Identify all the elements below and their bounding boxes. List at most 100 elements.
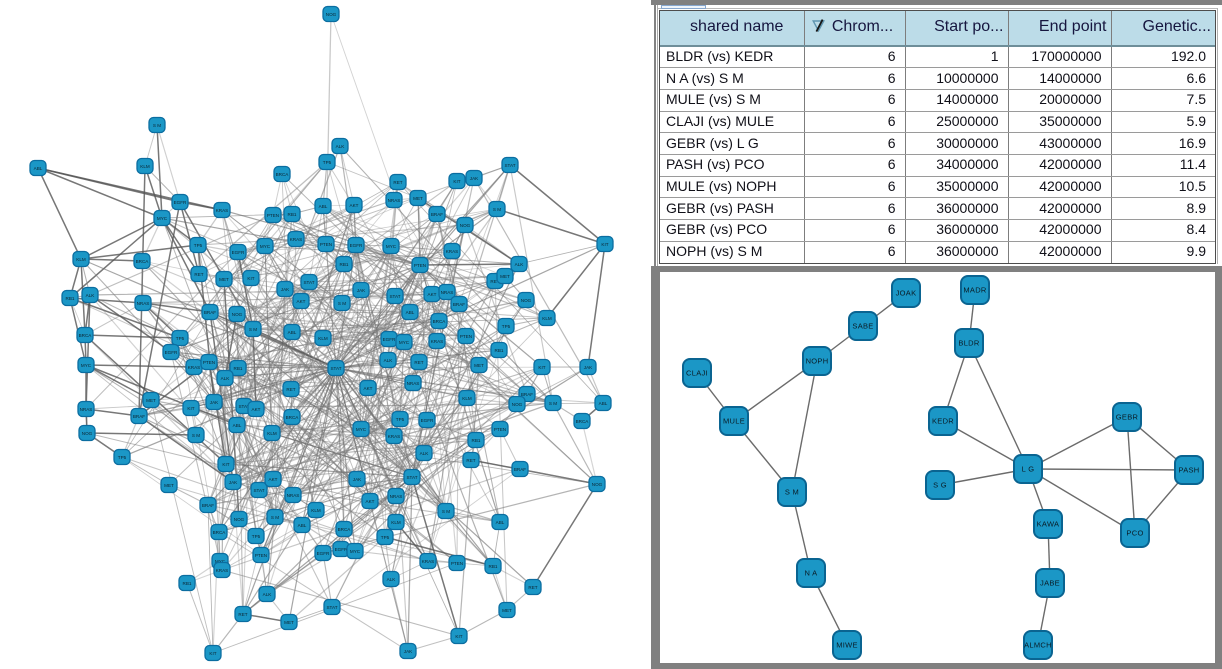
svg-text:NRAS: NRAS (407, 381, 420, 386)
svg-text:KRAS: KRAS (446, 249, 459, 254)
svg-text:NOG: NOG (592, 482, 603, 487)
svg-text:ABL: ABL (288, 330, 297, 335)
svg-text:MET: MET (146, 398, 156, 403)
svg-text:NOG: NOG (521, 298, 532, 303)
svg-text:EGFR: EGFR (421, 418, 434, 423)
svg-text:RB1: RB1 (66, 296, 75, 301)
svg-text:AKT: AKT (269, 477, 278, 482)
svg-text:KLM: KLM (391, 520, 401, 525)
svg-text:NOG: NOG (82, 431, 93, 436)
svg-text:RET: RET (490, 279, 499, 284)
svg-text:KLM: KLM (542, 316, 552, 321)
svg-text:PTEN: PTEN (320, 242, 332, 247)
svg-text:AKT: AKT (350, 203, 359, 208)
svg-text:MET: MET (164, 483, 174, 488)
svg-text:ABL: ABL (298, 523, 307, 528)
svg-text:S M: S M (549, 401, 557, 406)
svg-text:BRAF: BRAF (204, 310, 216, 315)
svg-text:STAT: STAT (326, 605, 337, 610)
svg-text:KLM: KLM (140, 164, 150, 169)
svg-text:EGFR: EGFR (317, 551, 330, 556)
svg-text:RB1: RB1 (183, 581, 192, 586)
svg-text:BRCA: BRCA (213, 530, 227, 535)
svg-text:PTEN: PTEN (414, 263, 426, 268)
svg-text:BLDR: BLDR (958, 339, 979, 348)
svg-text:RB1: RB1 (472, 438, 481, 443)
svg-text:MET: MET (219, 277, 229, 282)
svg-text:BRCA: BRCA (79, 333, 93, 338)
svg-text:STAT: STAT (253, 488, 264, 493)
svg-text:RB1: RB1 (288, 212, 297, 217)
svg-text:STAT: STAT (406, 475, 417, 480)
svg-text:RET: RET (286, 387, 295, 392)
svg-text:RET: RET (466, 458, 475, 463)
svg-text:EGFR: EGFR (232, 250, 245, 255)
svg-text:KIT: KIT (187, 406, 194, 411)
svg-text:ALK: ALK (420, 451, 430, 456)
svg-text:KAWA: KAWA (1037, 520, 1060, 529)
svg-text:JAK: JAK (584, 365, 593, 370)
svg-text:KRAS: KRAS (290, 237, 303, 242)
svg-text:MET: MET (502, 608, 512, 613)
svg-text:S M: S M (338, 301, 346, 306)
svg-text:ABL: ABL (496, 520, 505, 525)
svg-text:PCO: PCO (1126, 529, 1143, 538)
svg-text:PTEN: PTEN (267, 213, 279, 218)
svg-text:ABL: ABL (319, 204, 328, 209)
svg-text:TP5: TP5 (176, 336, 185, 341)
svg-text:BRAF: BRAF (514, 467, 526, 472)
svg-text:AKT: AKT (428, 292, 437, 297)
svg-text:NOG: NOG (232, 312, 243, 317)
svg-text:AKT: AKT (364, 386, 373, 391)
svg-text:JAK: JAK (281, 287, 290, 292)
svg-text:KRAS: KRAS (216, 568, 229, 573)
svg-text:EGFR: EGFR (335, 547, 348, 552)
svg-text:RET: RET (238, 612, 247, 617)
svg-text:BRCA: BRCA (136, 259, 150, 264)
svg-text:MYC: MYC (81, 363, 92, 368)
svg-text:L G: L G (1022, 465, 1035, 474)
svg-text:BRCA: BRCA (286, 415, 300, 420)
svg-text:MYC: MYC (350, 549, 361, 554)
svg-text:JAK: JAK (210, 400, 219, 405)
svg-text:MET: MET (500, 274, 510, 279)
svg-text:MYC: MYC (386, 244, 397, 249)
svg-text:RB1: RB1 (234, 366, 243, 371)
svg-text:STAT: STAT (238, 404, 249, 409)
svg-text:KLM: KLM (76, 257, 86, 262)
svg-text:KEDR: KEDR (932, 417, 954, 426)
svg-text:S M: S M (192, 433, 200, 438)
svg-text:MET: MET (284, 620, 294, 625)
svg-text:ABL: ABL (406, 310, 415, 315)
svg-text:JAK: JAK (470, 176, 479, 181)
svg-text:BRCA: BRCA (276, 172, 290, 177)
svg-text:MYC: MYC (356, 427, 367, 432)
svg-text:AKT: AKT (297, 299, 306, 304)
svg-text:NRAS: NRAS (80, 407, 93, 412)
svg-text:ABL: ABL (233, 423, 242, 428)
svg-text:ALK: ALK (336, 144, 346, 149)
svg-text:TP5: TP5 (118, 455, 127, 460)
svg-text:ALK: ALK (263, 592, 273, 597)
svg-text:ALMCH: ALMCH (1024, 641, 1052, 650)
svg-text:KIT: KIT (538, 365, 545, 370)
svg-text:S G: S G (933, 481, 947, 490)
svg-text:NOG: NOG (512, 402, 523, 407)
svg-text:S M: S M (442, 509, 450, 514)
svg-text:STAT: STAT (504, 163, 515, 168)
svg-text:ALK: ALK (387, 577, 397, 582)
svg-text:NOPH: NOPH (806, 357, 829, 366)
svg-text:EGFR: EGFR (350, 243, 363, 248)
svg-text:MYC: MYC (260, 244, 271, 249)
svg-text:BRCA: BRCA (433, 319, 447, 324)
svg-text:MADR: MADR (963, 286, 987, 295)
svg-text:CLAJI: CLAJI (686, 369, 708, 378)
svg-text:RET: RET (393, 180, 402, 185)
svg-text:MYC: MYC (399, 340, 410, 345)
svg-text:EGFR: EGFR (174, 200, 187, 205)
svg-text:KLM: KLM (311, 508, 321, 513)
svg-text:S M: S M (249, 327, 257, 332)
svg-text:MULE: MULE (723, 417, 745, 426)
svg-text:AKT: AKT (252, 407, 261, 412)
svg-text:ALK: ALK (221, 376, 231, 381)
